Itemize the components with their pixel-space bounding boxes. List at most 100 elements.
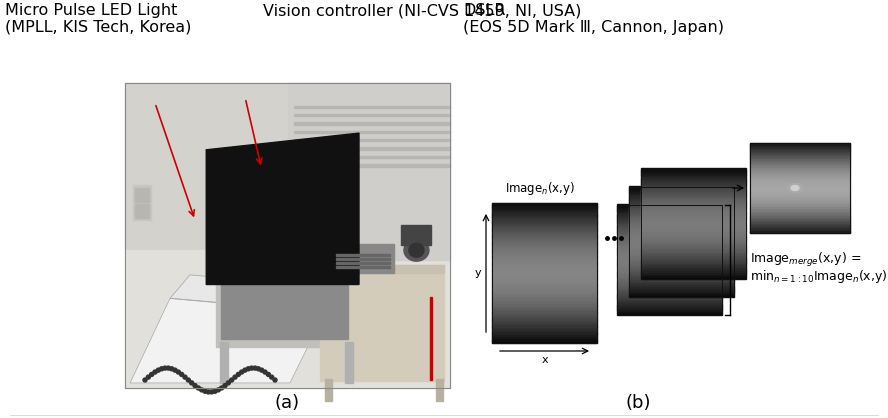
Bar: [617, 313, 722, 315]
Bar: [492, 214, 597, 217]
Ellipse shape: [250, 366, 254, 370]
Ellipse shape: [147, 375, 150, 379]
Bar: [641, 268, 746, 270]
Bar: [629, 278, 734, 280]
Bar: [617, 254, 722, 256]
Bar: [641, 187, 746, 189]
Bar: [629, 227, 734, 229]
Bar: [629, 232, 734, 234]
Bar: [641, 234, 746, 237]
Bar: [641, 181, 746, 184]
Bar: [629, 214, 734, 217]
Bar: [750, 191, 850, 193]
Bar: [492, 240, 597, 243]
Bar: [288, 83, 450, 260]
Bar: [750, 199, 850, 201]
Bar: [750, 201, 850, 203]
Bar: [492, 226, 597, 229]
Bar: [750, 148, 850, 150]
Bar: [629, 240, 734, 242]
Bar: [629, 293, 734, 295]
Bar: [750, 173, 850, 174]
Bar: [216, 275, 353, 280]
Bar: [492, 202, 597, 205]
Bar: [750, 204, 850, 206]
Ellipse shape: [791, 186, 799, 191]
Ellipse shape: [156, 368, 161, 372]
Bar: [641, 169, 746, 279]
Bar: [617, 261, 722, 264]
Bar: [641, 191, 746, 193]
Bar: [492, 237, 597, 240]
Ellipse shape: [173, 368, 177, 372]
Bar: [617, 285, 722, 288]
Bar: [617, 227, 722, 229]
Ellipse shape: [160, 367, 163, 371]
Bar: [492, 284, 597, 287]
Bar: [617, 289, 722, 291]
Bar: [750, 195, 850, 197]
Ellipse shape: [266, 372, 270, 377]
Bar: [221, 278, 347, 339]
Bar: [617, 232, 722, 234]
Ellipse shape: [270, 375, 274, 379]
Bar: [332, 244, 394, 273]
Bar: [629, 186, 734, 189]
Bar: [750, 228, 850, 230]
Bar: [641, 183, 746, 186]
Bar: [750, 229, 850, 232]
Bar: [641, 203, 746, 206]
Bar: [294, 106, 450, 108]
Bar: [629, 271, 734, 273]
Bar: [641, 266, 746, 268]
Text: Micro Pulse LED Light: Micro Pulse LED Light: [5, 3, 178, 18]
Bar: [345, 342, 353, 383]
Bar: [492, 261, 597, 264]
Bar: [629, 223, 734, 225]
Bar: [617, 234, 722, 236]
Bar: [641, 198, 746, 200]
Bar: [294, 147, 450, 150]
Bar: [492, 329, 597, 331]
Bar: [641, 225, 746, 228]
Bar: [629, 192, 734, 194]
Bar: [492, 247, 597, 250]
Polygon shape: [170, 275, 350, 312]
Bar: [492, 324, 597, 326]
Bar: [750, 177, 850, 179]
Bar: [641, 194, 746, 196]
Bar: [641, 227, 746, 229]
Bar: [617, 311, 722, 313]
Bar: [629, 247, 734, 249]
Bar: [641, 224, 746, 226]
Bar: [629, 203, 734, 205]
Bar: [750, 143, 850, 145]
Ellipse shape: [233, 375, 237, 379]
Bar: [492, 319, 597, 322]
Bar: [492, 310, 597, 313]
Bar: [135, 204, 149, 218]
Ellipse shape: [183, 375, 187, 379]
Bar: [750, 162, 850, 164]
Bar: [641, 179, 746, 182]
Bar: [492, 326, 597, 329]
Bar: [221, 198, 347, 232]
Bar: [641, 218, 746, 220]
Bar: [629, 254, 734, 257]
Bar: [617, 265, 722, 268]
Bar: [617, 298, 722, 301]
Bar: [750, 159, 850, 161]
Ellipse shape: [210, 390, 214, 394]
Bar: [641, 209, 746, 211]
Bar: [750, 198, 850, 200]
Bar: [629, 273, 734, 275]
Bar: [617, 257, 722, 260]
Ellipse shape: [257, 367, 260, 371]
Ellipse shape: [186, 378, 190, 382]
Bar: [750, 165, 850, 167]
Bar: [492, 331, 597, 334]
Ellipse shape: [253, 366, 257, 370]
Bar: [617, 273, 722, 275]
Bar: [750, 186, 850, 188]
Bar: [337, 258, 390, 260]
